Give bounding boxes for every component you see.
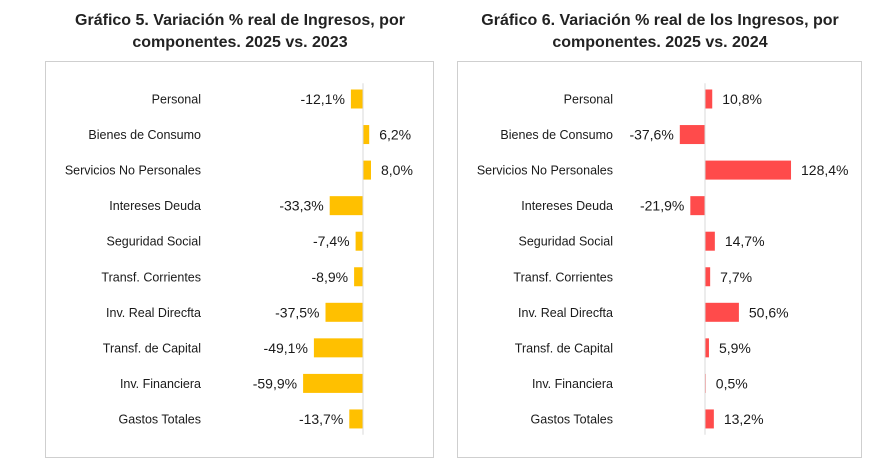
- bar: [705, 231, 715, 251]
- data-label: -49,1%: [264, 340, 308, 356]
- data-label: -8,9%: [312, 269, 349, 285]
- category-label: Inv. Financiera: [120, 377, 201, 391]
- category-label: Inv. Financiera: [532, 377, 613, 391]
- chart-title-line-2: componentes. 2025 vs. 2024: [552, 34, 768, 51]
- category-label: Personal: [564, 93, 613, 107]
- data-label: 128,4%: [801, 162, 848, 178]
- chart-title: Gráfico 6. Variación % real de los Ingre…: [455, 10, 865, 54]
- data-label: 13,2%: [724, 411, 764, 427]
- bar: [350, 89, 363, 109]
- category-label: Inv. Real Direcfta: [518, 306, 613, 320]
- category-label: Gastos Totales: [119, 412, 201, 426]
- category-label: Gastos Totales: [531, 412, 613, 426]
- bar: [349, 409, 363, 429]
- bar: [363, 125, 370, 145]
- category-label: Intereses Deuda: [521, 199, 613, 213]
- category-label: Transf. de Capital: [103, 341, 201, 355]
- data-label: 0,5%: [716, 375, 748, 391]
- bar: [679, 125, 705, 145]
- category-label: Transf. de Capital: [515, 341, 613, 355]
- bar: [313, 338, 363, 358]
- data-label: -21,9%: [640, 198, 684, 214]
- category-label: Seguridad Social: [518, 235, 613, 249]
- bar: [325, 302, 363, 322]
- data-label: -13,7%: [299, 411, 343, 427]
- bar: [303, 373, 363, 393]
- data-label: -7,4%: [313, 233, 350, 249]
- data-label: 8,0%: [381, 162, 413, 178]
- category-label: Bienes de Consumo: [88, 128, 201, 142]
- data-label: -59,9%: [253, 375, 297, 391]
- bar: [354, 267, 363, 287]
- data-label: -12,1%: [301, 91, 345, 107]
- chart-title-line-1: Gráfico 6. Variación % real de los Ingre…: [481, 12, 839, 29]
- category-label: Intereses Deuda: [109, 199, 201, 213]
- bar-chart-6: Personal Bienes de Consumo Servicios No Pe…: [477, 83, 849, 435]
- bar: [690, 196, 705, 216]
- chart-title-line-1: Gráfico 5. Variación % real de Ingresos,…: [75, 12, 405, 29]
- bar: [705, 89, 713, 109]
- bar: [705, 409, 714, 429]
- bar: [329, 196, 363, 216]
- bar: [705, 338, 709, 358]
- bar-chart-5: Personal Bienes de Consumo Servicios No Pe…: [65, 83, 413, 435]
- data-label: 7,7%: [720, 269, 752, 285]
- data-label: 50,6%: [749, 304, 789, 320]
- data-label: 6,2%: [379, 127, 411, 143]
- category-label: Seguridad Social: [106, 235, 201, 249]
- bar: [705, 267, 711, 287]
- bar: [705, 302, 739, 322]
- data-label: 5,9%: [719, 340, 751, 356]
- data-label: 10,8%: [722, 91, 762, 107]
- data-label: -37,6%: [629, 127, 673, 143]
- bar: [363, 160, 371, 180]
- category-label: Servicios No Personales: [477, 164, 613, 178]
- chart-title: Gráfico 5. Variación % real de Ingresos,…: [40, 10, 440, 54]
- data-label: 14,7%: [725, 233, 765, 249]
- chart-title-line-2: componentes. 2025 vs. 2023: [132, 34, 348, 51]
- category-label: Transf. Corrientes: [513, 270, 613, 284]
- bar: [705, 160, 792, 180]
- data-label: -33,3%: [279, 198, 323, 214]
- category-label: Bienes de Consumo: [500, 128, 613, 142]
- category-label: Transf. Corrientes: [101, 270, 201, 284]
- chart-frame: [457, 61, 862, 458]
- category-label: Personal: [152, 93, 201, 107]
- category-label: Inv. Real Direcfta: [106, 306, 201, 320]
- data-label: -37,5%: [275, 304, 319, 320]
- bar: [355, 231, 363, 251]
- category-label: Servicios No Personales: [65, 164, 201, 178]
